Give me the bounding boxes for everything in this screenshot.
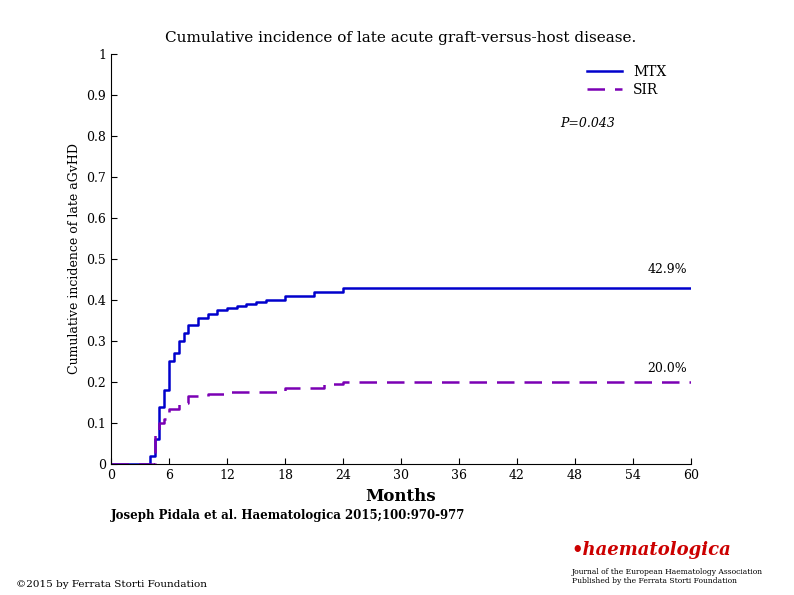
- Legend: MTX, SIR: MTX, SIR: [588, 65, 666, 97]
- Text: Joseph Pidala et al. Haematologica 2015;100:970-977: Joseph Pidala et al. Haematologica 2015;…: [111, 509, 465, 522]
- Text: 42.9%: 42.9%: [647, 263, 687, 276]
- Text: 20.0%: 20.0%: [647, 362, 687, 375]
- Text: •haematologica: •haematologica: [572, 541, 731, 559]
- Text: ©2015 by Ferrata Storti Foundation: ©2015 by Ferrata Storti Foundation: [16, 580, 207, 589]
- Text: Journal of the European Haematology Association
Published by the Ferrata Storti : Journal of the European Haematology Asso…: [572, 568, 763, 585]
- X-axis label: Months: Months: [366, 487, 436, 505]
- Y-axis label: Cumulative incidence of late aGvHD: Cumulative incidence of late aGvHD: [67, 143, 81, 374]
- Text: P=0.043: P=0.043: [561, 117, 615, 130]
- Title: Cumulative incidence of late acute graft-versus-host disease.: Cumulative incidence of late acute graft…: [165, 32, 637, 45]
